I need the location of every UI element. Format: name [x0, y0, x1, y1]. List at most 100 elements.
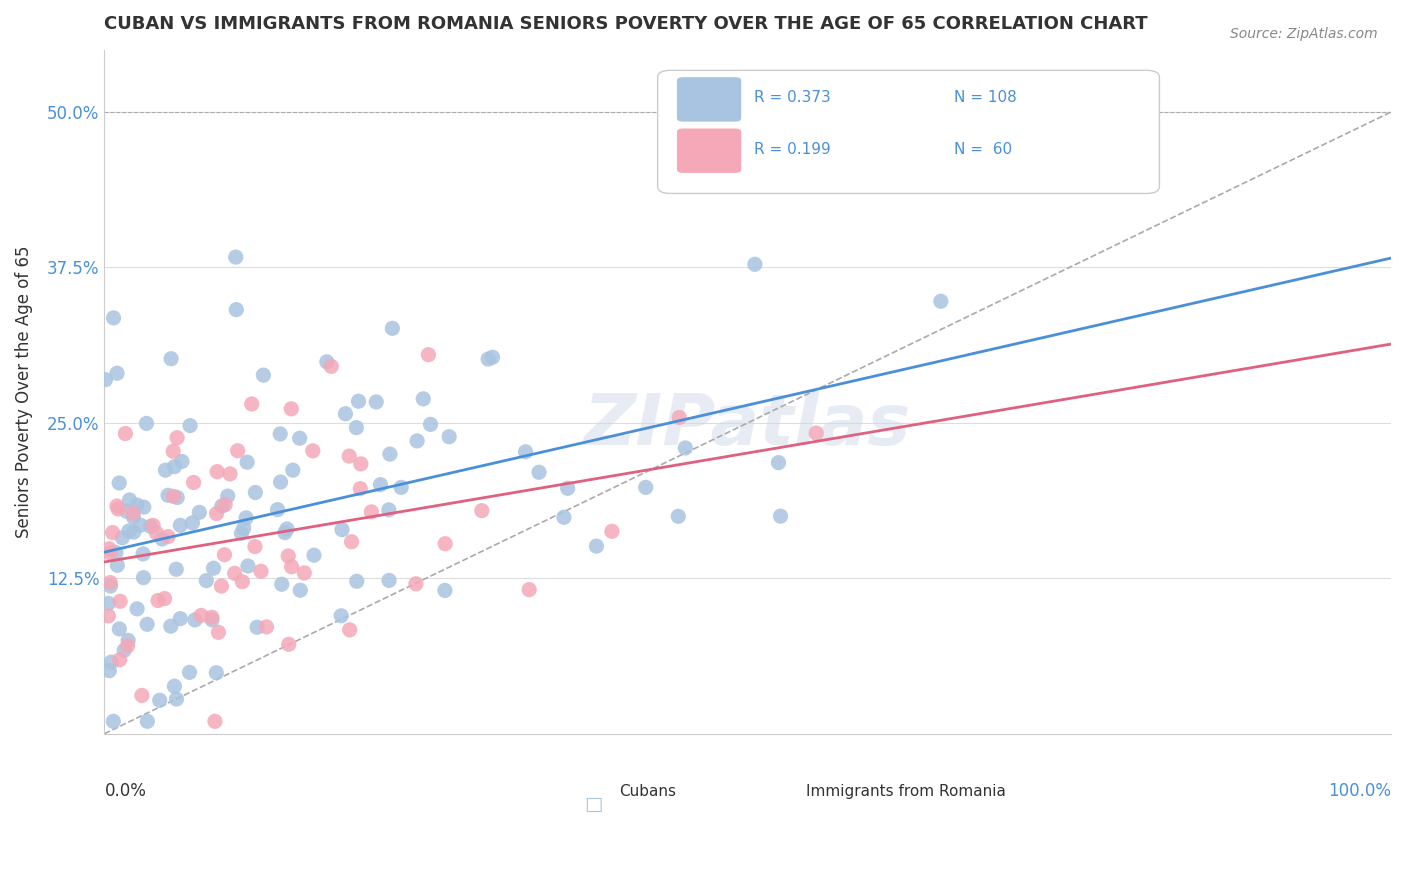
- Point: [231, 574, 253, 589]
- Point: [418, 348, 440, 362]
- Point: [252, 368, 274, 383]
- Point: [600, 524, 623, 539]
- Point: [236, 559, 259, 574]
- Text: R = 0.373: R = 0.373: [754, 90, 831, 105]
- Point: [204, 714, 226, 729]
- Point: [103, 310, 125, 325]
- Point: [108, 653, 131, 667]
- Point: [131, 689, 153, 703]
- Point: [122, 510, 145, 524]
- Point: [169, 518, 191, 533]
- Point: [381, 321, 404, 335]
- Point: [105, 499, 128, 513]
- Point: [378, 574, 401, 588]
- Point: [517, 582, 540, 597]
- Point: [98, 664, 121, 678]
- Point: [412, 392, 434, 406]
- Point: [97, 609, 120, 624]
- Text: N =  60: N = 60: [953, 142, 1012, 156]
- Point: [219, 467, 242, 481]
- Point: [205, 465, 228, 479]
- Point: [232, 521, 254, 535]
- Point: [98, 546, 121, 560]
- Point: [205, 665, 228, 680]
- Point: [769, 509, 792, 524]
- Point: [132, 571, 155, 585]
- Point: [163, 459, 186, 474]
- Point: [330, 608, 353, 623]
- Point: [207, 625, 229, 640]
- Point: [108, 622, 131, 636]
- Text: □: □: [583, 796, 603, 814]
- Point: [245, 485, 267, 500]
- FancyBboxPatch shape: [571, 780, 609, 807]
- Point: [266, 502, 288, 516]
- Point: [256, 620, 278, 634]
- Point: [100, 655, 122, 669]
- Point: [350, 457, 373, 471]
- Point: [132, 500, 155, 514]
- Point: [515, 444, 537, 458]
- Point: [370, 477, 392, 491]
- Point: [280, 559, 302, 574]
- Point: [360, 505, 382, 519]
- Point: [240, 397, 263, 411]
- Point: [276, 522, 298, 536]
- Point: [366, 395, 388, 409]
- Point: [111, 531, 134, 545]
- Point: [98, 575, 121, 590]
- Point: [389, 480, 412, 494]
- Point: [132, 547, 155, 561]
- Point: [434, 537, 457, 551]
- Point: [337, 449, 360, 463]
- Point: [557, 481, 579, 495]
- Point: [315, 355, 337, 369]
- Point: [190, 608, 212, 623]
- Point: [214, 498, 236, 512]
- Point: [281, 463, 304, 477]
- Point: [274, 525, 297, 540]
- Point: [117, 639, 139, 653]
- Point: [142, 518, 165, 533]
- Point: [666, 509, 689, 524]
- Point: [340, 534, 363, 549]
- Point: [115, 504, 138, 518]
- FancyBboxPatch shape: [676, 128, 741, 173]
- Point: [270, 475, 292, 489]
- Point: [806, 426, 828, 441]
- Point: [437, 430, 460, 444]
- Point: [146, 593, 169, 607]
- Point: [211, 499, 233, 513]
- Text: ZIPatlas: ZIPatlas: [583, 392, 911, 460]
- Point: [202, 561, 225, 575]
- FancyBboxPatch shape: [676, 78, 741, 121]
- Point: [145, 526, 167, 541]
- Point: [162, 489, 184, 503]
- Point: [246, 620, 269, 634]
- Point: [553, 510, 575, 524]
- Point: [929, 294, 952, 309]
- Text: Source: ZipAtlas.com: Source: ZipAtlas.com: [1230, 27, 1378, 41]
- Point: [150, 532, 173, 546]
- Point: [135, 417, 157, 431]
- Point: [127, 498, 149, 512]
- Point: [236, 455, 259, 469]
- Point: [165, 562, 187, 576]
- Point: [112, 643, 135, 657]
- Point: [155, 463, 177, 477]
- Point: [117, 633, 139, 648]
- Point: [269, 426, 291, 441]
- Point: [330, 523, 353, 537]
- Point: [277, 549, 299, 563]
- Point: [108, 594, 131, 608]
- Text: 0.0%: 0.0%: [104, 781, 146, 799]
- Point: [321, 359, 343, 374]
- Point: [250, 564, 273, 578]
- Point: [169, 612, 191, 626]
- Point: [166, 491, 188, 505]
- Point: [378, 503, 401, 517]
- Point: [195, 574, 218, 588]
- Point: [471, 503, 494, 517]
- Point: [349, 482, 371, 496]
- Point: [101, 525, 124, 540]
